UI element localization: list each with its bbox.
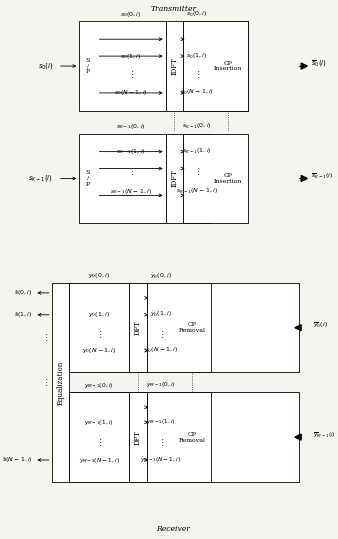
Text: $\overline{y}_0(i)$: $\overline{y}_0(i)$ (313, 321, 328, 330)
Text: CP
Removal: CP Removal (178, 322, 206, 333)
Text: $y_{M-1}(0,i)$: $y_{M-1}(0,i)$ (84, 381, 114, 390)
Bar (81, 139, 95, 218)
Text: $\tilde{s}_0(N-1,i)$: $\tilde{s}_0(N-1,i)$ (180, 88, 214, 98)
Text: $\hat{s}(0,i)$: $\hat{s}(0,i)$ (14, 288, 33, 298)
Bar (147, 283, 211, 372)
Text: $\vdots$: $\vdots$ (194, 68, 200, 80)
Text: $\vdots$: $\vdots$ (42, 377, 48, 388)
Text: $s_{K-1}(0,i)$: $s_{K-1}(0,i)$ (116, 122, 146, 131)
Polygon shape (301, 176, 307, 182)
Bar (183, 21, 248, 111)
Text: $y_0(N-1,i)$: $y_0(N-1,i)$ (82, 346, 116, 355)
Bar (81, 26, 95, 106)
Text: IDFT: IDFT (170, 170, 178, 188)
Text: CP
Insertion: CP Insertion (214, 173, 242, 184)
Text: $\vdots$: $\vdots$ (194, 166, 200, 177)
Text: $\overline{s}_{K-1}(i)$: $\overline{s}_{K-1}(i)$ (312, 172, 334, 181)
Bar (166, 134, 183, 223)
Text: $s_{K-1}(i)$: $s_{K-1}(i)$ (28, 174, 53, 183)
Text: $s_{K-1}(N-1,i)$: $s_{K-1}(N-1,i)$ (110, 187, 152, 196)
Bar (147, 283, 175, 372)
Text: $\hat{s}(1,i)$: $\hat{s}(1,i)$ (14, 310, 33, 320)
Bar (183, 134, 248, 223)
Text: $\tilde{s}_{K-1}(N-1,i)$: $\tilde{s}_{K-1}(N-1,i)$ (176, 187, 218, 196)
Text: $y_{M-1}(N-1,i)$: $y_{M-1}(N-1,i)$ (79, 455, 120, 465)
Text: $s_0(i)$: $s_0(i)$ (38, 61, 53, 71)
Bar (69, 392, 299, 482)
Text: S
/
P: S / P (86, 170, 90, 187)
Text: $\overline{y}_{M-1}(i)$: $\overline{y}_{M-1}(i)$ (313, 431, 336, 440)
Bar (79, 21, 166, 111)
Text: $s_0(0,i)$: $s_0(0,i)$ (120, 10, 142, 19)
Text: $\vdots$: $\vdots$ (128, 68, 134, 80)
Text: $\tilde{s}_0(1,i)$: $\tilde{s}_0(1,i)$ (187, 52, 208, 61)
Text: $y_0(1,i)$: $y_0(1,i)$ (88, 310, 110, 319)
Bar (211, 139, 245, 218)
Text: $y_0(0,i)$: $y_0(0,i)$ (88, 272, 110, 280)
Polygon shape (295, 434, 301, 440)
Bar (129, 392, 147, 482)
Text: $\tilde{y}_{M-1}(1,i)$: $\tilde{y}_{M-1}(1,i)$ (146, 418, 176, 427)
Text: $\tilde{s}_{K-1}(0,i)$: $\tilde{s}_{K-1}(0,i)$ (182, 122, 212, 132)
Text: $\tilde{y}_0(1,i)$: $\tilde{y}_0(1,i)$ (150, 310, 172, 319)
Text: DFT: DFT (134, 320, 142, 335)
Bar (147, 392, 175, 482)
Bar (69, 392, 129, 482)
Text: CP
Removal: CP Removal (178, 432, 206, 443)
Bar (183, 21, 248, 111)
Bar (69, 283, 129, 372)
Text: $\tilde{y}_{M-1}(N-1,i)$: $\tilde{y}_{M-1}(N-1,i)$ (140, 455, 182, 465)
Bar (166, 21, 183, 111)
Text: $s_0(N-1,i)$: $s_0(N-1,i)$ (114, 88, 148, 98)
Text: Transmitter: Transmitter (150, 5, 196, 13)
Text: IDFT: IDFT (170, 57, 178, 75)
Text: $s_0(1,i)$: $s_0(1,i)$ (120, 52, 142, 60)
Text: $\vdots$: $\vdots$ (96, 329, 102, 340)
Bar (129, 283, 147, 372)
Text: $y_{M-1}(1,i)$: $y_{M-1}(1,i)$ (84, 418, 114, 427)
Bar (183, 134, 211, 223)
Bar (211, 26, 245, 106)
Text: DFT: DFT (134, 430, 142, 445)
Text: $\vdots$: $\vdots$ (42, 332, 48, 343)
Text: $\vdots$: $\vdots$ (158, 437, 164, 447)
Text: $\vdots$: $\vdots$ (128, 166, 134, 177)
Text: $\vdots$: $\vdots$ (96, 437, 102, 447)
Polygon shape (301, 63, 307, 69)
Polygon shape (295, 324, 301, 331)
Text: Equalization: Equalization (56, 360, 64, 405)
Bar (79, 134, 166, 223)
Text: CP
Insertion: CP Insertion (214, 61, 242, 72)
Bar (175, 397, 209, 477)
Bar (183, 21, 211, 111)
Bar (69, 283, 299, 372)
Text: $\tilde{y}_0(N-1,i)$: $\tilde{y}_0(N-1,i)$ (144, 346, 178, 355)
Text: $\tilde{y}_{M-1}(0,i)$: $\tilde{y}_{M-1}(0,i)$ (146, 381, 176, 390)
Text: $\hat{s}(N-1,i)$: $\hat{s}(N-1,i)$ (2, 455, 33, 465)
Text: $\tilde{y}_0(0,i)$: $\tilde{y}_0(0,i)$ (150, 272, 172, 280)
Text: S
/
P: S / P (86, 58, 90, 74)
Text: $s_{K-1}(1,i)$: $s_{K-1}(1,i)$ (116, 147, 146, 156)
Text: $\overline{s}_0(i)$: $\overline{s}_0(i)$ (312, 59, 328, 70)
Text: Receiver: Receiver (156, 524, 190, 533)
Text: $\vdots$: $\vdots$ (158, 329, 164, 340)
Bar (175, 288, 209, 368)
Text: $\tilde{s}_0(0,i)$: $\tilde{s}_0(0,i)$ (187, 10, 208, 19)
Text: $\tilde{s}_{K-1}(1,i)$: $\tilde{s}_{K-1}(1,i)$ (182, 147, 212, 156)
Bar (147, 392, 211, 482)
Bar (52, 283, 69, 482)
